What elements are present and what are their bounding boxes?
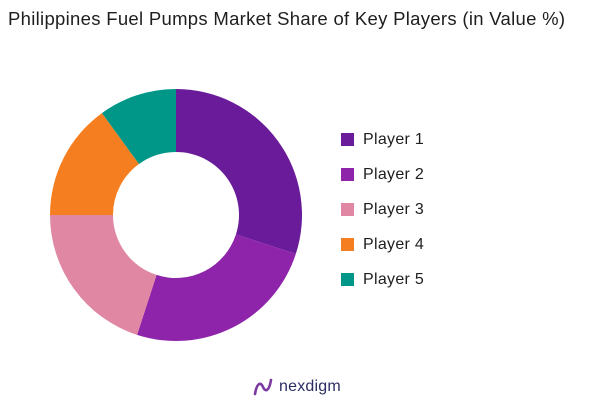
chart-legend: Player 1 Player 2 Player 3 Player 4 Player 5	[341, 122, 424, 297]
donut-slice-2	[137, 234, 296, 341]
legend-label: Player 4	[363, 235, 425, 253]
legend-swatch	[341, 168, 354, 181]
brand-name: nexdigm	[279, 378, 341, 395]
donut-slice-3	[50, 215, 157, 335]
chart-title: Philippines Fuel Pumps Market Share of K…	[8, 8, 566, 29]
brand-logo: nexdigm	[252, 376, 341, 398]
legend-label: Player 2	[363, 165, 425, 183]
donut-slice-5	[101, 89, 176, 165]
legend-swatch	[341, 133, 354, 146]
legend-item-3: Player 3	[341, 192, 424, 227]
legend-label: Player 5	[363, 270, 425, 288]
legend-label: Player 1	[363, 130, 425, 148]
legend-swatch	[341, 273, 354, 286]
legend-item-5: Player 5	[341, 262, 424, 297]
legend-swatch	[341, 238, 354, 251]
legend-item-2: Player 2	[341, 157, 424, 192]
nexdigm-logo-icon	[253, 378, 273, 396]
donut-slice-4	[50, 113, 139, 215]
legend-item-4: Player 4	[341, 227, 424, 262]
donut-slice-1	[176, 89, 302, 254]
legend-item-1: Player 1	[341, 122, 424, 157]
legend-swatch	[341, 203, 354, 216]
legend-label: Player 3	[363, 200, 425, 218]
